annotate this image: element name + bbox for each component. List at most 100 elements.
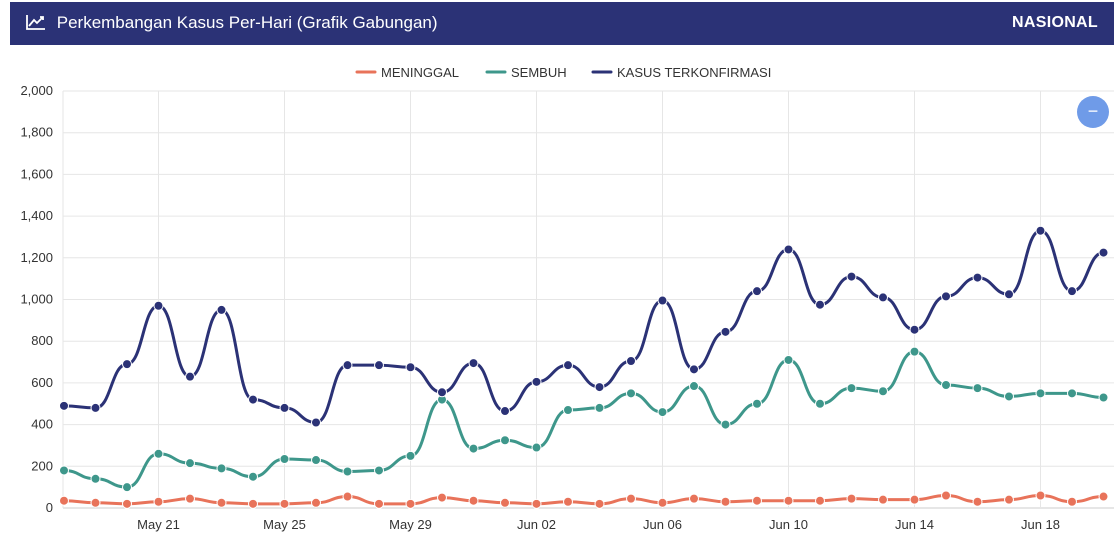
- data-point[interactable]: [531, 376, 542, 387]
- legend-label[interactable]: KASUS TERKONFIRMASI: [617, 65, 771, 80]
- data-point[interactable]: [1067, 286, 1077, 297]
- data-point[interactable]: [185, 493, 195, 504]
- data-point[interactable]: [594, 498, 605, 509]
- data-point[interactable]: [594, 402, 605, 413]
- data-point[interactable]: [1067, 388, 1077, 399]
- data-point[interactable]: [531, 442, 542, 453]
- data-point[interactable]: [90, 473, 101, 484]
- data-point[interactable]: [1067, 496, 1077, 507]
- data-point[interactable]: [909, 494, 920, 505]
- data-point[interactable]: [153, 300, 164, 311]
- data-point[interactable]: [626, 493, 636, 504]
- data-point[interactable]: [153, 496, 164, 507]
- data-point[interactable]: [437, 387, 447, 398]
- data-point[interactable]: [815, 299, 825, 310]
- data-point[interactable]: [815, 398, 825, 409]
- data-point[interactable]: [90, 497, 101, 508]
- data-point[interactable]: [374, 360, 384, 371]
- data-point[interactable]: [657, 407, 668, 418]
- data-point[interactable]: [500, 497, 510, 508]
- data-point[interactable]: [626, 356, 636, 367]
- legend-label[interactable]: SEMBUH: [511, 65, 567, 80]
- data-point[interactable]: [1098, 247, 1109, 258]
- data-point[interactable]: [689, 364, 699, 375]
- data-point[interactable]: [468, 358, 479, 369]
- data-point[interactable]: [122, 482, 132, 493]
- data-point[interactable]: [846, 271, 857, 282]
- data-point[interactable]: [59, 465, 69, 476]
- data-point[interactable]: [1035, 388, 1046, 399]
- data-point[interactable]: [1098, 491, 1109, 502]
- data-point[interactable]: [342, 360, 353, 371]
- data-point[interactable]: [909, 324, 920, 335]
- data-point[interactable]: [941, 379, 951, 390]
- data-point[interactable]: [846, 493, 857, 504]
- data-point[interactable]: [1004, 494, 1014, 505]
- data-point[interactable]: [468, 495, 479, 506]
- data-point[interactable]: [437, 492, 447, 503]
- data-point[interactable]: [90, 402, 101, 413]
- data-point[interactable]: [248, 394, 258, 405]
- data-point[interactable]: [657, 295, 668, 306]
- data-point[interactable]: [720, 496, 731, 507]
- data-point[interactable]: [941, 490, 951, 501]
- data-point[interactable]: [248, 498, 258, 509]
- data-point[interactable]: [1035, 490, 1046, 501]
- data-point[interactable]: [405, 362, 416, 373]
- data-point[interactable]: [216, 463, 227, 474]
- data-point[interactable]: [941, 291, 951, 302]
- data-point[interactable]: [594, 382, 605, 393]
- data-point[interactable]: [185, 458, 195, 469]
- data-point[interactable]: [783, 354, 794, 365]
- data-point[interactable]: [846, 383, 857, 394]
- data-point[interactable]: [783, 495, 794, 506]
- data-point[interactable]: [972, 383, 983, 394]
- data-point[interactable]: [815, 495, 825, 506]
- data-point[interactable]: [657, 497, 668, 508]
- data-point[interactable]: [563, 496, 573, 507]
- data-point[interactable]: [216, 497, 227, 508]
- data-point[interactable]: [311, 455, 321, 466]
- data-point[interactable]: [878, 494, 888, 505]
- data-point[interactable]: [59, 495, 69, 506]
- data-point[interactable]: [122, 498, 132, 509]
- data-point[interactable]: [279, 402, 290, 413]
- data-point[interactable]: [752, 286, 762, 297]
- data-point[interactable]: [1004, 391, 1014, 402]
- data-point[interactable]: [405, 498, 416, 509]
- data-point[interactable]: [878, 292, 888, 303]
- data-point[interactable]: [720, 419, 731, 430]
- data-point[interactable]: [405, 450, 416, 461]
- data-point[interactable]: [689, 381, 699, 392]
- data-point[interactable]: [59, 400, 69, 411]
- data-point[interactable]: [374, 465, 384, 476]
- data-point[interactable]: [500, 406, 510, 417]
- data-point[interactable]: [216, 304, 227, 315]
- data-point[interactable]: [1004, 289, 1014, 300]
- data-point[interactable]: [972, 496, 983, 507]
- data-point[interactable]: [720, 326, 731, 337]
- data-point[interactable]: [689, 493, 699, 504]
- data-point[interactable]: [531, 498, 542, 509]
- data-point[interactable]: [122, 359, 132, 370]
- data-point[interactable]: [783, 244, 794, 255]
- data-point[interactable]: [563, 360, 573, 371]
- data-point[interactable]: [311, 497, 321, 508]
- zoom-out-button[interactable]: −: [1077, 96, 1109, 128]
- data-point[interactable]: [909, 346, 920, 357]
- data-point[interactable]: [878, 386, 888, 397]
- data-point[interactable]: [248, 471, 258, 482]
- data-point[interactable]: [342, 466, 353, 477]
- data-point[interactable]: [342, 491, 353, 502]
- data-point[interactable]: [153, 448, 164, 459]
- data-point[interactable]: [279, 454, 290, 465]
- data-point[interactable]: [311, 417, 321, 428]
- data-point[interactable]: [752, 495, 762, 506]
- data-point[interactable]: [185, 371, 195, 382]
- data-point[interactable]: [1098, 392, 1109, 403]
- data-point[interactable]: [279, 498, 290, 509]
- data-point[interactable]: [1035, 225, 1046, 236]
- data-point[interactable]: [374, 498, 384, 509]
- data-point[interactable]: [972, 272, 983, 283]
- data-point[interactable]: [500, 435, 510, 446]
